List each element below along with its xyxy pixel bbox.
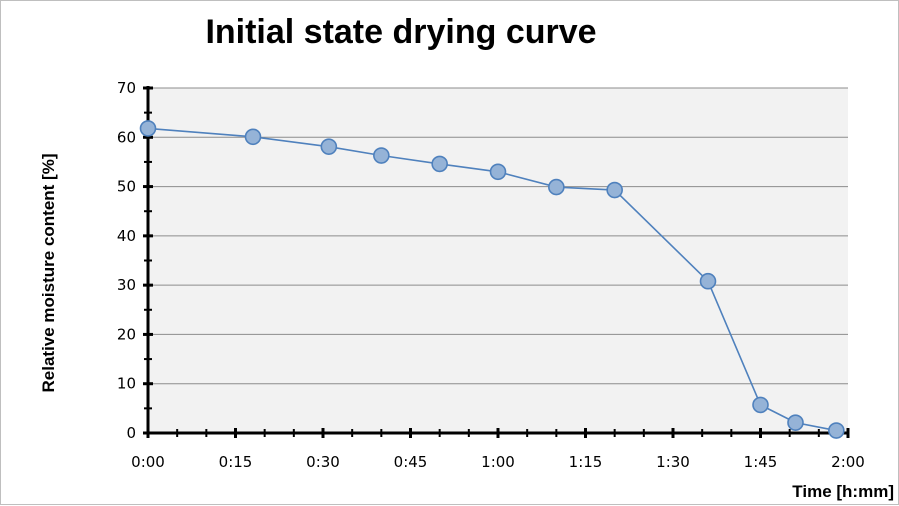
x-tick-label-120: 2:00 [831,453,865,471]
y-tick-label-70: 70 [117,79,136,97]
x-tick-label-0: 0:00 [131,453,165,471]
plot-area [148,88,848,433]
x-axis-label: Time [h:mm] [792,482,894,501]
y-tick-label-50: 50 [117,178,136,196]
data-point-9 [752,396,769,414]
x-tick-label-45: 0:45 [394,453,428,471]
data-point-1 [244,128,262,146]
x-tick-label-60: 1:00 [481,453,515,471]
data-point-0 [139,120,157,137]
y-tick-label-40: 40 [117,227,136,245]
data-point-10 [787,414,804,431]
x-tick-label-15: 0:15 [219,453,253,471]
x-tick-label-30: 0:30 [306,453,340,471]
data-point-7 [606,181,623,199]
y-tick-label-20: 20 [117,325,136,343]
data-point-11 [828,422,845,439]
x-tick-label-105: 1:45 [744,453,778,471]
data-point-8 [699,272,717,290]
data-point-2 [320,138,338,155]
x-tick-label-90: 1:30 [656,453,690,471]
data-point-3 [373,147,390,164]
y-tick-label-0: 0 [126,424,136,442]
data-point-6 [548,178,565,196]
data-point-5 [489,163,507,181]
y-tick-label-30: 30 [117,276,136,294]
y-tick-label-10: 10 [117,375,136,393]
y-tick-label-60: 60 [117,128,136,146]
chart-title: Initial state drying curve [205,13,597,51]
x-tick-label-75: 1:15 [569,453,603,471]
data-point-4 [431,155,448,173]
